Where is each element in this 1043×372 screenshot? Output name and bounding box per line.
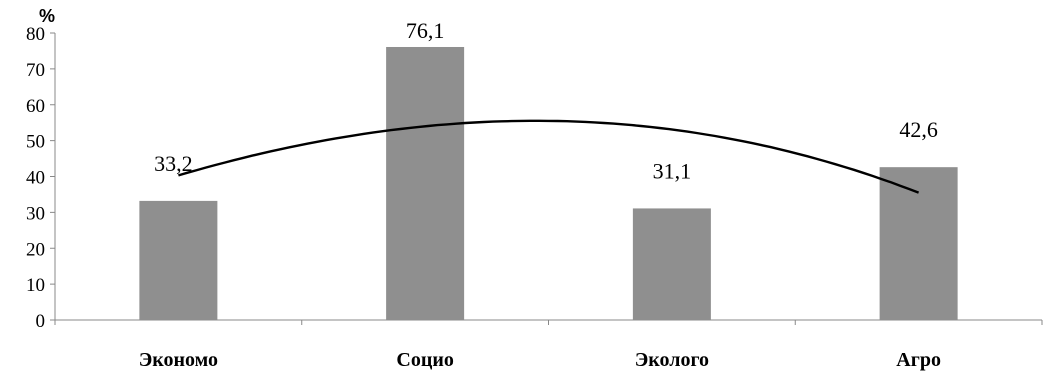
data-label: 42,6 [899,117,938,142]
y-unit-label: % [39,6,55,26]
y-tick-label: 40 [26,168,45,189]
y-tick-label: 10 [26,275,45,296]
bar [880,167,958,320]
y-tick-label: 0 [36,311,46,332]
category-label: Экономо [139,349,218,371]
y-tick-label: 30 [26,203,45,224]
x-ticks [55,320,1042,325]
category-label: Агро [896,349,941,371]
category-label: Социо [396,349,454,371]
y-tick-label: 60 [26,96,45,117]
bar [386,47,464,320]
y-tick-label: 50 [26,132,45,153]
y-tick-label: 70 [26,60,45,81]
bar [633,208,711,320]
data-label: 31,1 [653,158,692,183]
category-labels: Экономо Социо Эколого Агро [139,349,941,371]
y-ticks: 0 10 20 30 40 50 60 70 80 [26,24,55,332]
y-tick-label: 20 [26,239,45,260]
y-tick-label: 80 [26,24,45,45]
data-label: 76,1 [406,18,445,43]
bar [139,201,217,320]
category-label: Эколого [635,349,709,371]
data-labels: 33,276,131,142,6 [154,18,938,183]
bars [139,47,957,320]
trendline [178,121,918,193]
